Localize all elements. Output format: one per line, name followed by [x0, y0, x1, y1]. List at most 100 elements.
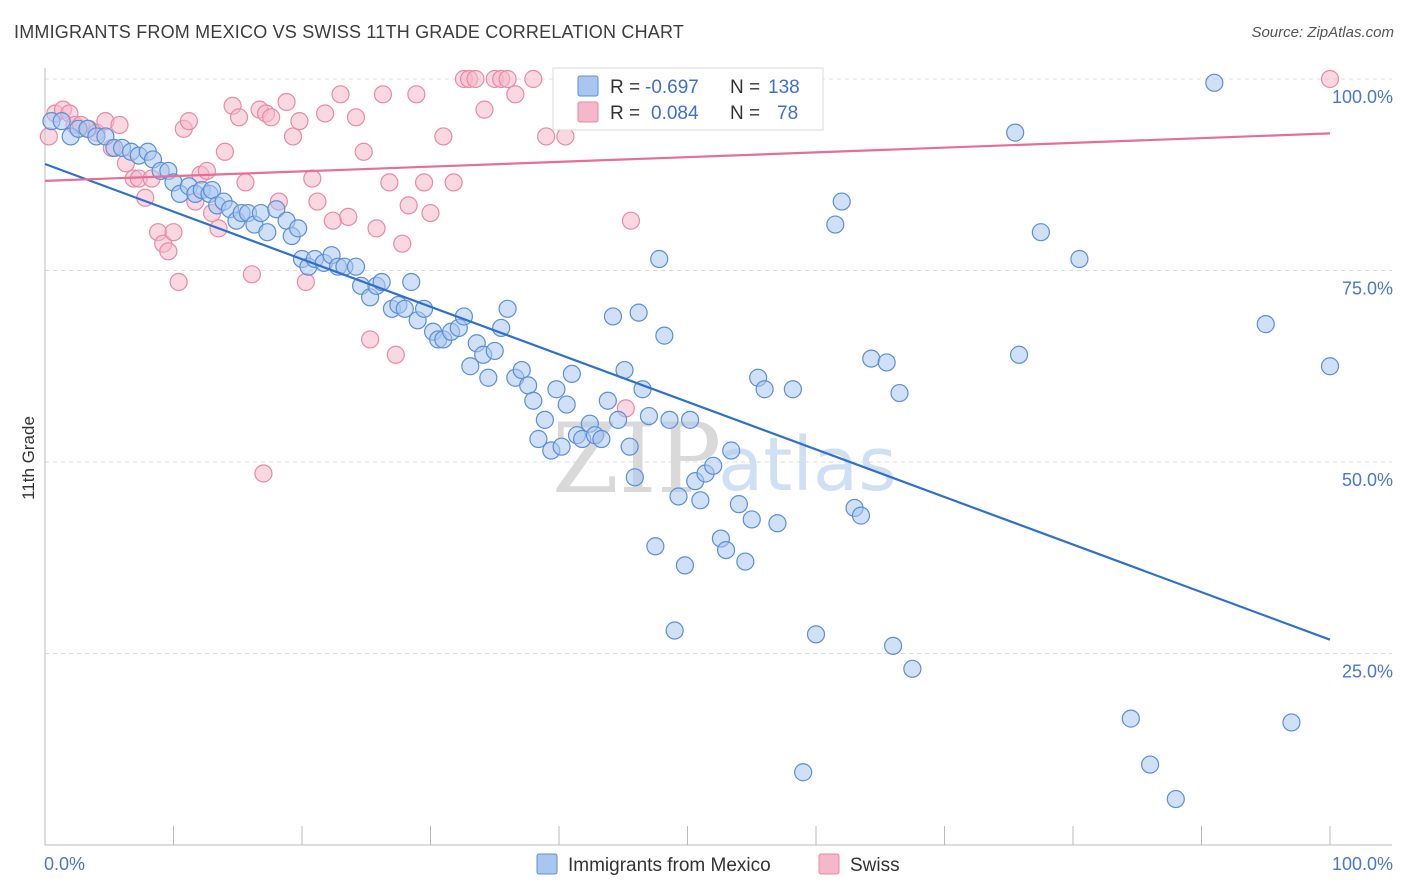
y-axis-label: 11th Grade — [19, 416, 38, 500]
x-tick-label: 100.0% — [1332, 854, 1393, 874]
mexico-point — [768, 514, 787, 533]
swiss-point — [506, 85, 525, 104]
swiss-point — [421, 203, 440, 223]
mexico-point — [755, 380, 774, 399]
mexico-trend-line — [44, 162, 1331, 641]
mexico-point — [660, 410, 679, 429]
source-label: Source: ZipAtlas.com — [1251, 24, 1394, 41]
mexico-point — [529, 429, 548, 449]
mexico-point — [479, 368, 498, 387]
mexico-point — [609, 410, 628, 429]
mexico-point — [826, 215, 845, 234]
mexico-point — [716, 540, 736, 560]
y-tick-label: 100.0% — [1332, 87, 1393, 107]
mexico-point — [603, 307, 623, 326]
mexico-point — [1320, 357, 1340, 376]
legend-swatch-swiss — [577, 101, 599, 123]
y-tick-label: 75.0% — [1342, 279, 1393, 299]
swiss-point — [110, 115, 129, 135]
swiss-point — [621, 211, 641, 230]
swiss-point — [444, 173, 463, 192]
mexico-point — [862, 349, 881, 368]
mexico-point — [547, 380, 566, 399]
mexico-point — [620, 437, 639, 456]
swiss-point — [236, 173, 255, 192]
mexico-point — [877, 353, 896, 372]
mexico-point — [1009, 345, 1029, 364]
swiss-point — [39, 127, 58, 146]
swiss-point — [296, 272, 315, 292]
mexico-point — [52, 112, 71, 131]
mexico-point — [1205, 73, 1224, 92]
mexico-point — [736, 552, 755, 571]
mexico-point — [655, 326, 674, 345]
y-tick-label: 50.0% — [1342, 470, 1393, 490]
series-legend: Immigrants from Mexico Swiss — [536, 853, 900, 876]
legend-n-value-mexico: 138 — [768, 77, 800, 98]
mexico-point — [722, 441, 741, 460]
swiss-point — [393, 234, 412, 253]
swiss-point — [346, 108, 366, 127]
mexico-point — [729, 495, 749, 514]
swiss-point — [164, 223, 183, 242]
swiss-point — [159, 242, 178, 261]
swiss-point — [169, 272, 188, 292]
mexico-point — [1070, 249, 1089, 269]
mexico-point — [680, 410, 700, 429]
mexico-point — [395, 299, 414, 318]
mexico-point — [552, 437, 571, 456]
swiss-point — [277, 92, 296, 112]
swiss-point — [215, 142, 234, 161]
mexico-point — [704, 456, 723, 475]
mexico-point — [524, 391, 543, 410]
swiss-point — [303, 169, 322, 188]
swiss-point — [407, 85, 426, 104]
watermark: ZIP atlas — [552, 403, 897, 515]
swiss-point — [354, 142, 373, 161]
mexico-point — [783, 380, 802, 399]
mexico-point — [557, 395, 576, 414]
swiss-point — [316, 104, 335, 123]
swiss-point — [380, 173, 399, 192]
mexico-point — [794, 763, 813, 782]
mexico-point — [1282, 713, 1301, 732]
legend-r-value-swiss: 0.084 — [651, 103, 699, 124]
mexico-point — [883, 636, 903, 655]
swiss-point — [283, 127, 303, 146]
swiss-point — [498, 69, 517, 89]
legend-r-label-mexico: R = — [610, 77, 640, 98]
swiss-point — [254, 464, 273, 483]
mexico-point — [251, 203, 270, 223]
mexico-point — [629, 303, 648, 322]
mexico-point — [267, 200, 286, 219]
axes — [44, 68, 1392, 846]
swiss-point — [197, 161, 217, 181]
mexico-point — [258, 223, 277, 242]
y-tick-label: 25.0% — [1342, 662, 1393, 682]
mexico-point — [691, 491, 710, 510]
mexico-point — [1140, 755, 1160, 774]
legend-r-value-mexico: -0.697 — [645, 77, 699, 98]
mexico-point — [832, 192, 851, 211]
swiss-point — [373, 85, 393, 104]
y-tick-labels: 100.0% 75.0% 50.0% 25.0% — [1332, 87, 1393, 682]
swiss-point — [367, 219, 386, 238]
mexico-point — [675, 556, 695, 575]
swiss-point — [475, 100, 494, 119]
mexico-point — [625, 468, 644, 487]
swiss-point — [323, 211, 342, 230]
swiss-point — [1320, 69, 1340, 89]
swiss-point — [290, 112, 309, 131]
swiss-point — [331, 85, 350, 104]
trend-lines — [44, 132, 1331, 641]
legend-n-label-swiss: N = — [730, 103, 760, 124]
swiss-point — [179, 112, 199, 131]
mexico-point — [346, 257, 366, 276]
mexico-point — [639, 406, 659, 426]
series-mexico-points — [42, 73, 1340, 809]
mexico-point — [485, 341, 504, 361]
mexico-point — [903, 659, 922, 678]
mexico-point — [519, 376, 538, 395]
mexico-point — [890, 383, 909, 403]
